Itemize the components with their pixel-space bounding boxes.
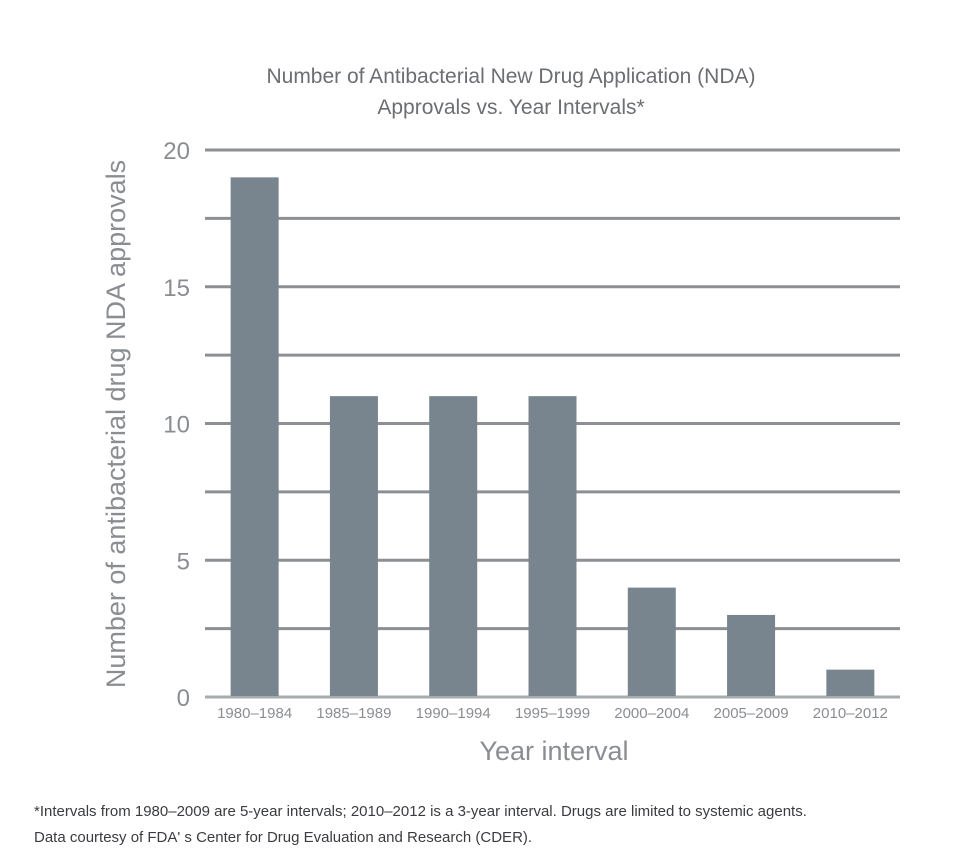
x-axis-label: Year interval xyxy=(479,736,628,766)
bars xyxy=(230,177,875,697)
chart-title-line-1: Number of Antibacterial New Drug Applica… xyxy=(266,65,755,88)
bar-4 xyxy=(627,587,676,696)
bar-1 xyxy=(329,396,378,696)
x-tick-label-0: 1980–1984 xyxy=(217,705,292,722)
x-tick-label-2: 1990–1994 xyxy=(416,705,491,722)
x-tick-label-1: 1985–1989 xyxy=(316,705,391,722)
bar-6 xyxy=(826,669,875,696)
bar-3 xyxy=(528,396,577,696)
footnote-line-1: *Intervals from 1980–2009 are 5-year int… xyxy=(34,803,807,820)
x-tick-label-3: 1995–1999 xyxy=(515,705,590,722)
bar-2 xyxy=(429,396,478,696)
y-axis-label: Number of antibacterial drug NDA approva… xyxy=(101,160,131,688)
y-tick-labels: 0 5 10 15 20 xyxy=(163,138,190,712)
bar-5 xyxy=(727,614,776,696)
y-tick-label-2: 10 xyxy=(163,412,190,439)
x-tick-label-5: 2005–2009 xyxy=(714,705,789,722)
chart-title-line-2: Approvals vs. Year Intervals* xyxy=(377,96,644,119)
bar-0 xyxy=(230,177,279,697)
y-tick-label-4: 20 xyxy=(163,138,190,165)
x-tick-label-4: 2000–2004 xyxy=(614,705,689,722)
y-tick-label-0: 0 xyxy=(177,685,190,712)
y-tick-label-1: 5 xyxy=(177,548,190,575)
y-tick-label-3: 15 xyxy=(163,275,190,302)
x-tick-labels: 1980–1984 1985–1989 1990–1994 1995–1999 2000… xyxy=(217,705,888,722)
gridlines xyxy=(205,148,900,699)
footnote-line-2: Data courtesy of FDA' s Center for Drug … xyxy=(34,829,533,846)
x-tick-label-6: 2010–2012 xyxy=(813,705,888,722)
